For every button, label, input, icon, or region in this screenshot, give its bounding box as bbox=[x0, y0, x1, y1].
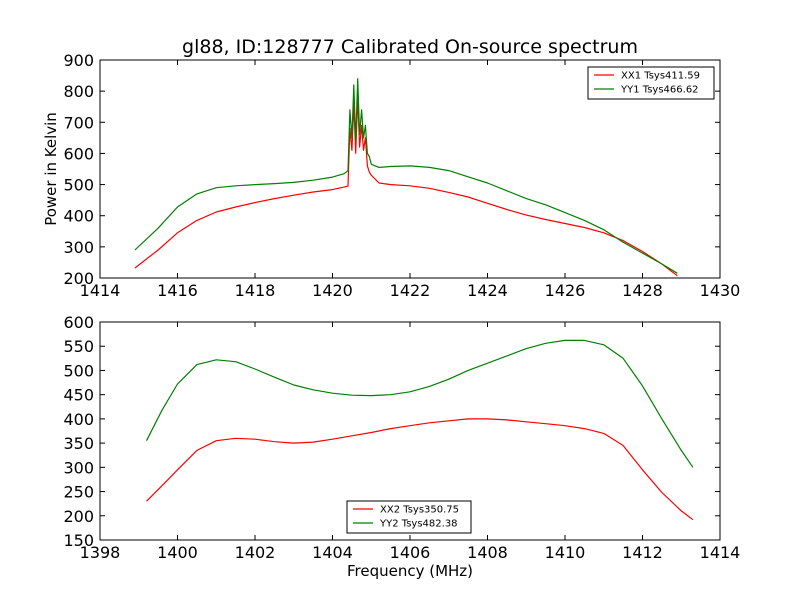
top-spectrum-chart: 1414 1416 1418 1420 1422 1424 1426 1428 1430 200 3… bbox=[63, 51, 740, 300]
x-tick-label: 1402 bbox=[235, 543, 276, 562]
legend-label: YY2 Tsys482.38 bbox=[379, 519, 458, 530]
series-line-0-1 bbox=[134, 78, 678, 274]
legend: XX1 Tsys411.59 YY1 Tsys466.62 bbox=[587, 66, 715, 100]
x-tick-label: 1428 bbox=[622, 281, 663, 300]
x-tick-label: 1410 bbox=[545, 543, 586, 562]
legend-label: XX2 Tsys350.75 bbox=[380, 505, 459, 516]
y-tick-label: 400 bbox=[63, 410, 94, 429]
x-tick-label: 1420 bbox=[312, 281, 353, 300]
y-tick-label: 600 bbox=[63, 144, 94, 163]
x-tick-label: 1404 bbox=[312, 543, 353, 562]
x-tick-label: 1416 bbox=[157, 281, 198, 300]
x-tick-label: 1398 bbox=[80, 543, 121, 562]
y-axis-label: Power in Kelvin bbox=[42, 112, 60, 226]
series-line-1-0 bbox=[146, 418, 694, 521]
x-tick-label: 1422 bbox=[390, 281, 431, 300]
x-tick-label: 1418 bbox=[235, 281, 276, 300]
y-tick-label: 200 bbox=[63, 269, 94, 288]
y-tick-label: 550 bbox=[63, 337, 94, 356]
bottom-spectrum-chart: 1398 1400 1402 1404 1406 1408 1410 1412 1414 150 2… bbox=[63, 313, 740, 562]
series-line-0-0 bbox=[134, 96, 678, 277]
x-tick-label: 1408 bbox=[467, 543, 508, 562]
x-axis-label: Frequency (MHz) bbox=[347, 562, 473, 580]
y-tick-label: 300 bbox=[63, 238, 94, 257]
x-tick-label: 1424 bbox=[467, 281, 508, 300]
legend-box bbox=[587, 66, 715, 100]
y-tick-label: 600 bbox=[63, 313, 94, 332]
y-tick-label: 150 bbox=[63, 531, 94, 550]
chart-title: gl88, ID:128777 Calibrated On-source spe… bbox=[182, 36, 638, 58]
y-tick-label: 300 bbox=[63, 458, 94, 477]
y-tick-label: 700 bbox=[63, 113, 94, 132]
legend: XX2 Tsys350.75 YY2 Tsys482.38 bbox=[346, 500, 472, 534]
x-tick-label: 1426 bbox=[545, 281, 586, 300]
y-tick-label: 500 bbox=[63, 361, 94, 380]
legend-box bbox=[346, 500, 472, 534]
x-tick-label: 1414 bbox=[80, 281, 121, 300]
series-line-1-1 bbox=[145, 339, 694, 468]
x-tick-label: 1414 bbox=[700, 543, 741, 562]
x-tick-label: 1430 bbox=[700, 281, 741, 300]
y-tick-label: 500 bbox=[63, 176, 94, 195]
x-tick-label: 1412 bbox=[622, 543, 663, 562]
y-tick-label: 250 bbox=[63, 483, 94, 502]
x-tick-label: 1400 bbox=[157, 543, 198, 562]
y-tick-label: 900 bbox=[63, 51, 94, 70]
y-tick-label: 400 bbox=[63, 207, 94, 226]
y-tick-label: 350 bbox=[63, 434, 94, 453]
legend-label: XX1 Tsys411.59 bbox=[621, 71, 700, 82]
legend-label: YY1 Tsys466.62 bbox=[620, 85, 699, 96]
y-tick-label: 800 bbox=[63, 82, 94, 101]
y-tick-label: 200 bbox=[63, 507, 94, 526]
x-tick-label: 1406 bbox=[390, 543, 431, 562]
y-tick-label: 450 bbox=[63, 386, 94, 405]
